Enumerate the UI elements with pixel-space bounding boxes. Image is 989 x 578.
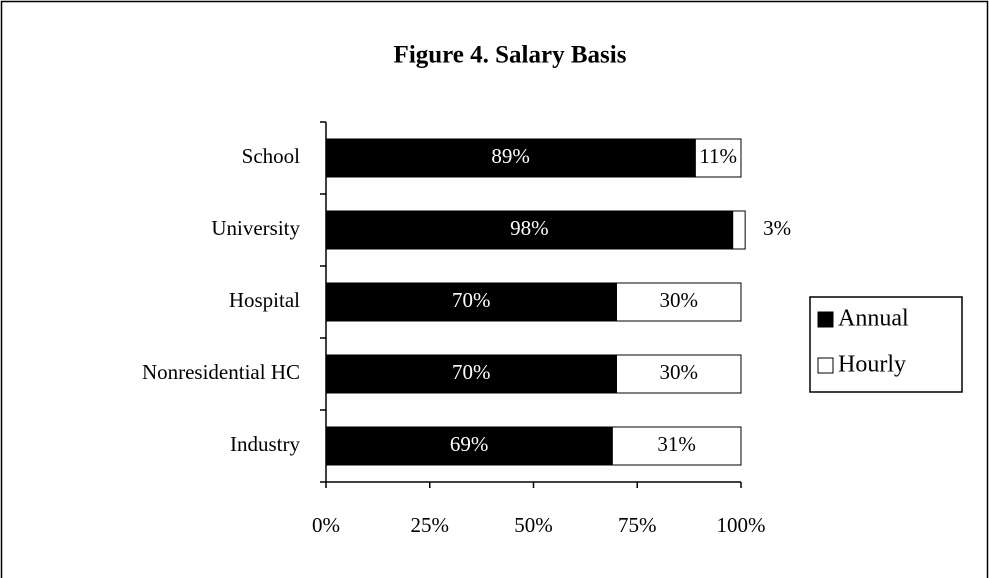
data-label: 70%	[452, 360, 491, 384]
data-label: 11%	[699, 144, 737, 168]
legend-label: Hourly	[838, 352, 906, 378]
y-tick-label: School	[242, 144, 301, 168]
y-tick-label: Nonresidential HC	[142, 360, 300, 384]
data-label: 98%	[510, 216, 549, 240]
bar-segment	[732, 210, 746, 250]
y-tick-label: Industry	[230, 432, 300, 456]
x-tick-label: 50%	[514, 513, 553, 537]
bar-segment	[325, 426, 613, 466]
x-tick-label: 25%	[411, 513, 450, 537]
bar-segment	[325, 354, 617, 394]
data-label: 31%	[657, 432, 696, 456]
bar-segment	[616, 282, 742, 322]
bar-segment	[616, 354, 742, 394]
legend-swatch	[817, 311, 834, 328]
x-tick-label: 0%	[312, 513, 340, 537]
data-label: 30%	[660, 288, 699, 312]
chart-title: Figure 4. Salary Basis	[394, 42, 627, 69]
data-label: 89%	[491, 144, 530, 168]
y-tick-label: Hospital	[229, 288, 300, 312]
legend-label: Annual	[838, 306, 909, 332]
data-label: 70%	[452, 288, 491, 312]
legend-swatch	[817, 357, 834, 374]
data-label: 30%	[660, 360, 699, 384]
data-label: 69%	[450, 432, 489, 456]
x-tick-label: 100%	[717, 513, 766, 537]
y-tick-label: University	[211, 216, 300, 240]
bar-segment	[611, 426, 742, 466]
data-label: 3%	[763, 216, 791, 240]
bar-segment	[694, 138, 742, 178]
legend	[809, 296, 963, 393]
x-tick-label: 75%	[618, 513, 657, 537]
